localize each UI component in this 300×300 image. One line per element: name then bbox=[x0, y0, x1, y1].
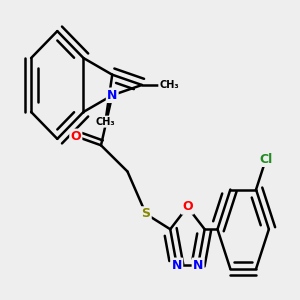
Text: CH₃: CH₃ bbox=[96, 117, 115, 127]
Text: O: O bbox=[182, 200, 193, 214]
Text: O: O bbox=[70, 130, 81, 143]
Text: N: N bbox=[172, 259, 182, 272]
Text: N: N bbox=[107, 89, 117, 102]
Text: Cl: Cl bbox=[259, 153, 272, 166]
Text: S: S bbox=[142, 208, 151, 220]
Text: CH₃: CH₃ bbox=[159, 80, 179, 90]
Text: N: N bbox=[193, 259, 203, 272]
